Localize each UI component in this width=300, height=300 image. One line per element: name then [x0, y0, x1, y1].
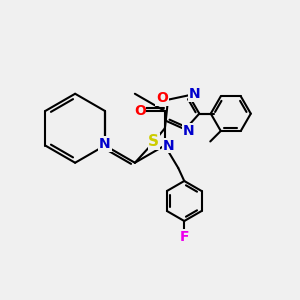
- Text: O: O: [134, 104, 146, 118]
- Text: F: F: [179, 230, 189, 244]
- Text: N: N: [163, 139, 174, 152]
- Text: S: S: [148, 134, 159, 149]
- Text: N: N: [189, 87, 200, 101]
- Text: N: N: [183, 124, 194, 138]
- Text: N: N: [99, 137, 111, 151]
- Text: O: O: [156, 91, 168, 105]
